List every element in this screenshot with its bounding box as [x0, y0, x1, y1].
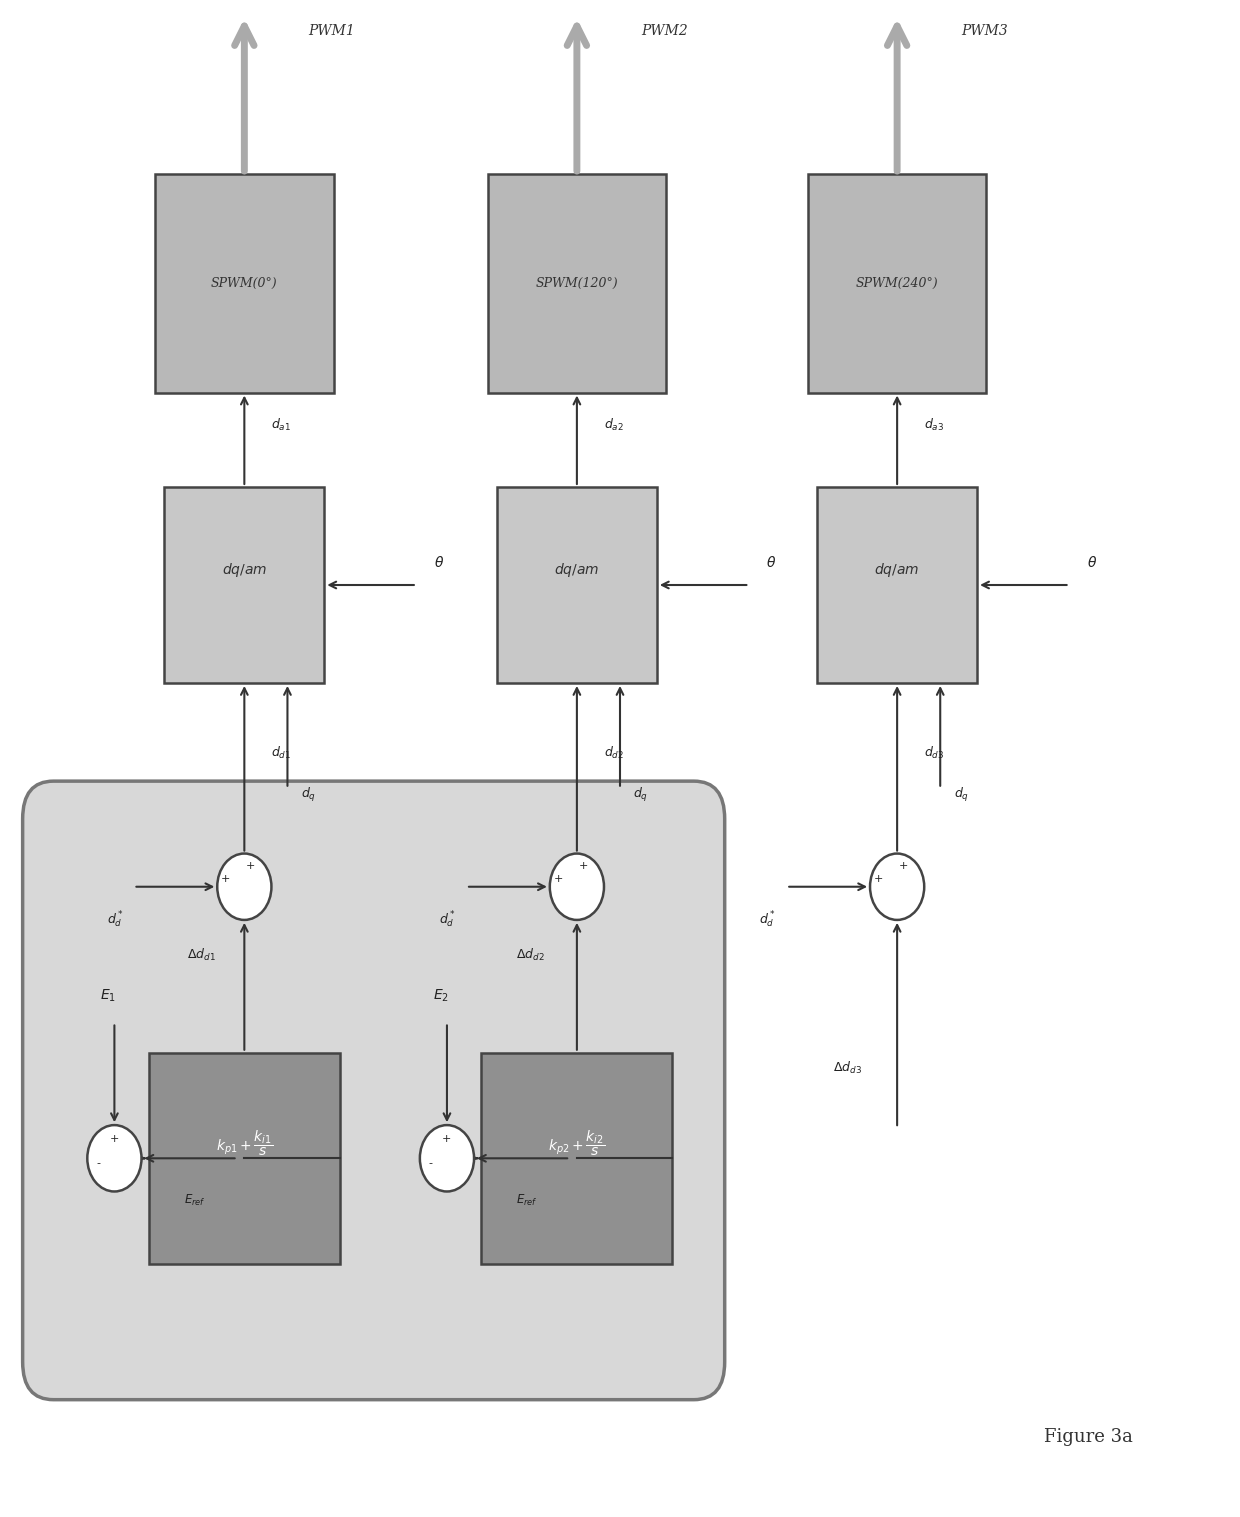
Text: $d_{d3}$: $d_{d3}$ [924, 745, 944, 762]
Text: $\Delta d_{d1}$: $\Delta d_{d1}$ [187, 947, 216, 963]
FancyBboxPatch shape [481, 1053, 672, 1264]
Text: $d_{a2}$: $d_{a2}$ [604, 417, 624, 432]
Text: +: + [578, 860, 588, 871]
Text: $d_q$: $d_q$ [634, 786, 649, 804]
Text: $\theta$: $\theta$ [434, 555, 444, 570]
Text: $dq/am$: $dq/am$ [222, 561, 267, 579]
Circle shape [87, 1126, 141, 1191]
FancyBboxPatch shape [149, 1053, 340, 1264]
Text: +: + [554, 874, 563, 884]
Text: $E_{ref}$: $E_{ref}$ [516, 1192, 538, 1208]
Text: +: + [221, 874, 231, 884]
Text: PWM2: PWM2 [641, 24, 688, 38]
Text: +: + [874, 874, 883, 884]
Text: $d_q$: $d_q$ [301, 786, 316, 804]
FancyBboxPatch shape [497, 487, 657, 683]
Text: $d_{a3}$: $d_{a3}$ [924, 417, 944, 432]
Text: $d_{d1}$: $d_{d1}$ [272, 745, 291, 762]
Text: $\theta$: $\theta$ [1086, 555, 1097, 570]
Circle shape [549, 854, 604, 919]
Text: -: - [97, 1157, 100, 1168]
Circle shape [420, 1126, 474, 1191]
FancyBboxPatch shape [487, 174, 666, 393]
FancyBboxPatch shape [155, 174, 334, 393]
Text: $E_2$: $E_2$ [433, 988, 449, 1004]
Text: $\Delta d_{d2}$: $\Delta d_{d2}$ [516, 947, 544, 963]
Circle shape [217, 854, 272, 919]
Text: SPWM(120°): SPWM(120°) [536, 276, 619, 290]
FancyBboxPatch shape [22, 781, 724, 1400]
FancyBboxPatch shape [807, 174, 987, 393]
Text: +: + [246, 860, 255, 871]
Text: $d_{d2}$: $d_{d2}$ [604, 745, 624, 762]
Text: $d_{a1}$: $d_{a1}$ [272, 417, 291, 432]
Text: $\theta$: $\theta$ [766, 555, 776, 570]
Text: Figure 3a: Figure 3a [1044, 1429, 1132, 1446]
Text: -: - [429, 1157, 433, 1168]
Circle shape [870, 854, 924, 919]
Text: SPWM(0°): SPWM(0°) [211, 276, 278, 290]
Text: +: + [899, 860, 908, 871]
Text: PWM3: PWM3 [961, 24, 1008, 38]
FancyBboxPatch shape [164, 487, 325, 683]
Text: +: + [443, 1133, 451, 1144]
Text: $d_d^*$: $d_d^*$ [107, 910, 124, 930]
Text: $d_q$: $d_q$ [954, 786, 968, 804]
Text: $d_d^*$: $d_d^*$ [439, 910, 456, 930]
Text: PWM1: PWM1 [309, 24, 355, 38]
Text: $k_{p2}+\dfrac{k_{i2}}{s}$: $k_{p2}+\dfrac{k_{i2}}{s}$ [548, 1129, 605, 1157]
Text: $dq/am$: $dq/am$ [874, 561, 920, 579]
Text: $\Delta d_{d3}$: $\Delta d_{d3}$ [833, 1060, 862, 1076]
Text: +: + [109, 1133, 119, 1144]
Text: $k_{p1}+\dfrac{k_{i1}}{s}$: $k_{p1}+\dfrac{k_{i1}}{s}$ [216, 1129, 273, 1157]
Text: SPWM(240°): SPWM(240°) [856, 276, 939, 290]
Text: $d_d^*$: $d_d^*$ [759, 910, 776, 930]
Text: $E_1$: $E_1$ [100, 988, 117, 1004]
Text: $E_{ref}$: $E_{ref}$ [184, 1192, 206, 1208]
FancyBboxPatch shape [817, 487, 977, 683]
Text: $dq/am$: $dq/am$ [554, 561, 600, 579]
